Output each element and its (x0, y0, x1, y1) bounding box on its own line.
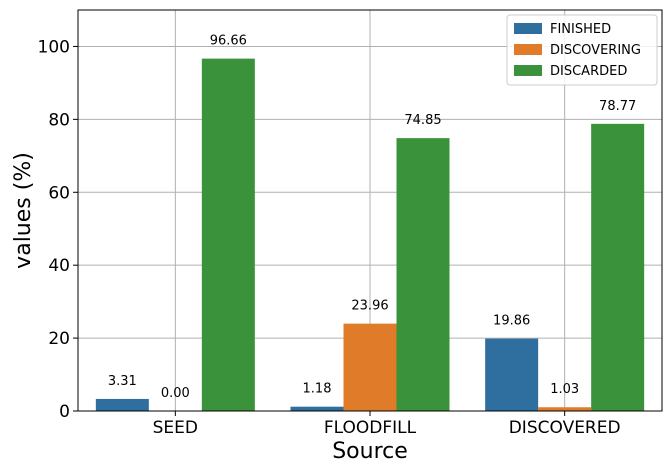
bars-group (95, 58, 645, 412)
bar-discovering-floodfill (343, 323, 397, 411)
y-tick-label-80: 80 (48, 110, 70, 130)
y-tick-label-40: 40 (48, 256, 70, 276)
data-label-finished-discovered: 19.86 (493, 314, 530, 329)
bar-discarded-floodfill (396, 138, 450, 411)
bar-finished-seed (95, 398, 149, 411)
x-tick-label-floodfill: FLOODFILL (324, 418, 417, 438)
bar-finished-discovered (485, 338, 539, 411)
legend-box (506, 14, 658, 86)
y-axis-ticks: 0 20 40 60 80 100 (38, 37, 78, 422)
bar-discarded-discovered (591, 123, 645, 412)
legend-swatch-discovering (514, 44, 542, 55)
y-tick-label-20: 20 (48, 329, 70, 349)
y-tick-label-60: 60 (48, 183, 70, 203)
x-axis-title: Source (332, 439, 408, 461)
legend-swatch-discarded (514, 65, 542, 76)
y-tick-label-100: 100 (38, 37, 70, 57)
data-label-discovering-discovered: 1.03 (550, 382, 579, 397)
data-label-discarded-seed: 96.66 (210, 34, 247, 49)
grid-lines (78, 10, 662, 412)
data-label-discarded-discovered: 78.77 (599, 99, 636, 114)
x-tick-label-discovered: DISCOVERED (509, 418, 621, 438)
x-tick-label-seed: SEED (153, 418, 198, 438)
legend-swatch-finished (514, 23, 542, 34)
data-label-finished-seed: 3.31 (108, 374, 137, 389)
y-axis-title: values (%) (11, 152, 36, 269)
data-label-discovering-floodfill: 23.96 (351, 299, 388, 314)
legend-label-finished: FINISHED (550, 22, 611, 37)
legend-label-discovering: DISCOVERING (550, 43, 641, 58)
x-axis-ticks: SEED FLOODFILL DISCOVERED (153, 411, 621, 438)
data-labels-group: 3.31 1.18 19.86 0.00 23.96 1.03 96.66 74.85 78.7… (108, 34, 636, 401)
data-label-finished-floodfill: 1.18 (303, 382, 332, 397)
legend: FINISHED DISCOVERING DISCARDED (506, 14, 658, 86)
bar-discarded-seed (201, 58, 255, 411)
data-label-discarded-floodfill: 74.85 (404, 113, 441, 128)
y-tick-label-0: 0 (59, 402, 70, 422)
legend-label-discarded: DISCARDED (550, 64, 627, 79)
bar-finished-floodfill (290, 406, 344, 411)
bar-discovering-discovered (538, 407, 592, 411)
data-label-discovering-seed: 0.00 (161, 386, 190, 401)
